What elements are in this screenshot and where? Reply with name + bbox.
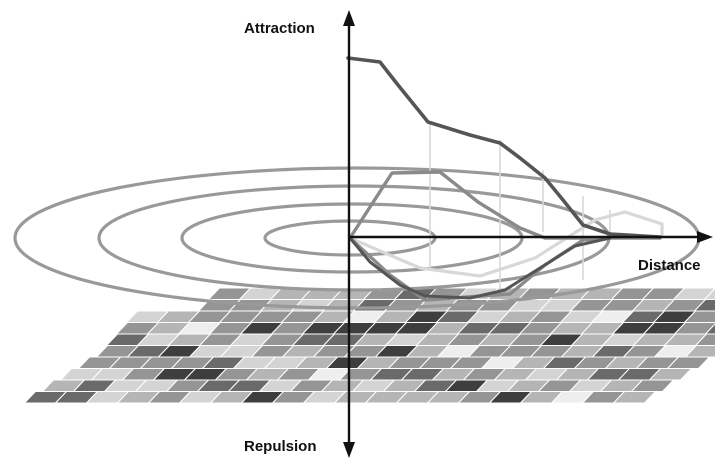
heatmap-cell (666, 356, 711, 369)
repulsion-axis-label: Repulsion (244, 438, 317, 455)
axes (343, 10, 713, 458)
distance-axis-label: Distance (638, 257, 701, 274)
heatmap-cell (630, 379, 675, 392)
heatmap-cell (683, 310, 715, 323)
heatmap-cell (684, 345, 715, 358)
heatmap-cell (693, 299, 715, 312)
attraction-axis-label: Attraction (244, 20, 315, 37)
dark-attraction-curve (346, 56, 662, 239)
down-arrow-icon (343, 442, 355, 458)
heatmap-cell (704, 323, 715, 335)
heatmap-grid (23, 287, 715, 404)
profile-curves (346, 56, 664, 302)
heatmap-cell (703, 287, 715, 300)
heatmap-cell (648, 368, 693, 381)
heatmap-cell (694, 333, 715, 346)
up-arrow-icon (343, 10, 355, 26)
mid-repulsion-curve (348, 236, 612, 302)
dark-repulsion-curve (348, 236, 612, 300)
heatmap-cell (612, 391, 657, 404)
pale-curve (348, 210, 664, 278)
right-arrow-icon (697, 231, 713, 243)
